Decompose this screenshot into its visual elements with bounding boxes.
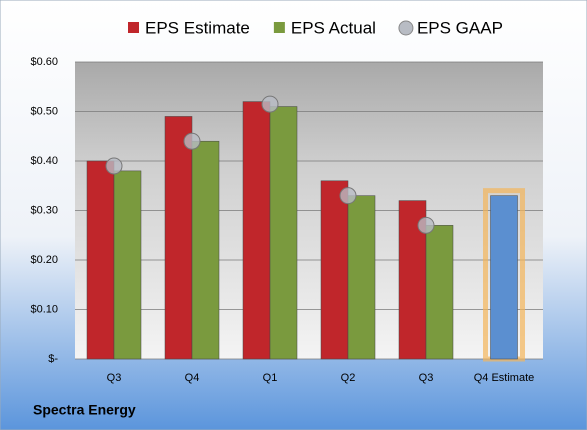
y-tick-label: $0.40 <box>30 155 58 167</box>
bar <box>347 195 376 360</box>
bar <box>86 160 115 360</box>
legend-swatch <box>128 22 139 33</box>
gaap-marker <box>417 216 435 234</box>
bar <box>113 170 142 360</box>
y-tick-label: $0.10 <box>30 303 58 315</box>
footer: Spectra Energy <box>33 402 136 418</box>
gaap-marker <box>183 132 201 150</box>
x-tick-label: Q4 Estimate <box>474 372 535 384</box>
legend-label: EPS GAAP <box>417 18 503 37</box>
x-tick-label: Q3 <box>419 372 434 384</box>
gaap-marker <box>339 187 357 205</box>
legend-label: EPS Estimate <box>145 18 250 37</box>
x-tick-label: Q3 <box>107 372 122 384</box>
y-tick-label: $0.20 <box>30 254 58 266</box>
y-tick-label: $0.50 <box>30 105 58 117</box>
bar <box>242 101 271 360</box>
bar <box>490 195 518 360</box>
bar <box>320 180 349 360</box>
bar <box>164 116 193 360</box>
x-tick-label: Q2 <box>341 372 356 384</box>
bar <box>269 106 298 360</box>
bar <box>425 225 454 360</box>
legend-swatch <box>398 20 414 36</box>
gaap-marker <box>261 95 279 113</box>
legend-label: EPS Actual <box>291 18 376 37</box>
y-tick-label: $- <box>48 353 58 365</box>
legend-swatch <box>273 22 285 33</box>
x-tick-label: Q1 <box>263 372 278 384</box>
y-tick-label: $0.60 <box>30 56 58 68</box>
gaap-marker <box>105 157 123 175</box>
x-tick-label: Q4 <box>185 372 200 384</box>
bar <box>191 140 220 360</box>
y-tick-label: $0.30 <box>30 204 58 216</box>
